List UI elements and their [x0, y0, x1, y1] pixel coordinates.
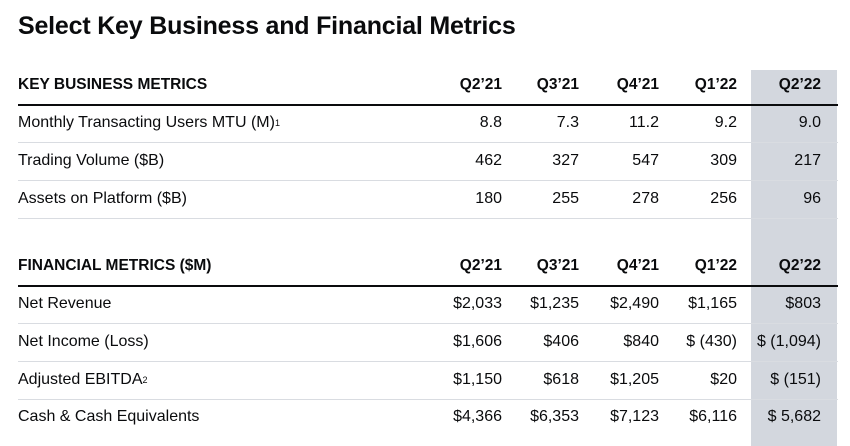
row-label: Adjusted EBITDA 2 [18, 371, 148, 388]
table-cell: $ (151) [770, 371, 821, 388]
column-header: Q3’21 [536, 257, 579, 274]
column-header: Q2’22 [778, 257, 821, 274]
table-cell: $2,490 [610, 295, 659, 312]
table-cell: $618 [543, 371, 579, 388]
column-header: Q4’21 [616, 76, 659, 93]
table-header-row: FINANCIAL METRICS ($M) Q2’21 Q3’21 Q4’21… [18, 247, 838, 287]
table-cell: 278 [632, 190, 659, 207]
table-cell: $20 [710, 371, 737, 388]
table-cell: $803 [785, 295, 821, 312]
column-header: Q4’21 [616, 257, 659, 274]
table-row: Adjusted EBITDA 2 $1,150 $618 $1,205 $20 … [18, 361, 838, 400]
table-cell: 256 [710, 190, 737, 207]
column-header: Q2’21 [459, 76, 502, 93]
table-cell: 309 [710, 152, 737, 169]
column-header: Q2’22 [778, 76, 821, 93]
table-cell: $1,205 [610, 371, 659, 388]
table-cell: 327 [552, 152, 579, 169]
column-header: Q2’21 [459, 257, 502, 274]
table-row: Net Income (Loss) $1,606 $406 $840 $ (43… [18, 323, 838, 362]
table-row: Monthly Transacting Users MTU (M) 1 8.8 7… [18, 104, 838, 143]
table-header-row: KEY BUSINESS METRICS Q2’21 Q3’21 Q4’21 Q… [18, 66, 838, 106]
table-cell: $7,123 [610, 408, 659, 425]
table-cell: $ 5,682 [767, 408, 821, 425]
table-cell: $ (430) [686, 333, 737, 350]
table-cell: 9.2 [714, 114, 737, 131]
row-label: Assets on Platform ($B) [18, 190, 187, 207]
table-cell: 9.0 [798, 114, 821, 131]
table-row: Assets on Platform ($B) 180 255 278 256 … [18, 180, 838, 219]
section-heading: FINANCIAL METRICS ($M) [18, 257, 212, 274]
table-cell: 7.3 [556, 114, 579, 131]
table-cell: $6,116 [689, 408, 737, 425]
table-cell: $6,353 [530, 408, 579, 425]
table-cell: $840 [623, 333, 659, 350]
table-cell: $ (1,094) [756, 333, 821, 350]
table-cell: $406 [543, 333, 579, 350]
table-row: Trading Volume ($B) 462 327 547 309 217 [18, 142, 838, 181]
table-cell: 11.2 [629, 114, 659, 131]
table-cell: 8.8 [479, 114, 502, 131]
table-cell: $2,033 [453, 295, 502, 312]
table-row: Cash & Cash Equivalents $4,366 $6,353 $7… [18, 398, 838, 436]
table-cell: 217 [794, 152, 821, 169]
row-label: Cash & Cash Equivalents [18, 408, 200, 425]
table-cell: 547 [632, 152, 659, 169]
row-label: Trading Volume ($B) [18, 152, 165, 169]
table-cell: $1,235 [530, 295, 579, 312]
row-label: Net Income (Loss) [18, 333, 149, 350]
column-header: Q1’22 [694, 76, 737, 93]
column-header: Q3’21 [536, 76, 579, 93]
current-quarter-highlight [751, 70, 837, 446]
row-label: Net Revenue [18, 295, 112, 312]
table-cell: 180 [475, 190, 502, 207]
section-heading: KEY BUSINESS METRICS [18, 76, 208, 93]
table-cell: 462 [475, 152, 502, 169]
table-cell: $1,165 [688, 295, 737, 312]
page-title: Select Key Business and Financial Metric… [18, 12, 516, 40]
table-cell: 255 [552, 190, 579, 207]
column-header: Q1’22 [694, 257, 737, 274]
table-cell: $1,606 [453, 333, 502, 350]
row-label: Monthly Transacting Users MTU (M) 1 [18, 114, 280, 131]
table-cell: 96 [803, 190, 821, 207]
table-cell: $1,150 [453, 371, 502, 388]
table-row: Net Revenue $2,033 $1,235 $2,490 $1,165 … [18, 285, 838, 324]
table-cell: $4,366 [453, 408, 502, 425]
